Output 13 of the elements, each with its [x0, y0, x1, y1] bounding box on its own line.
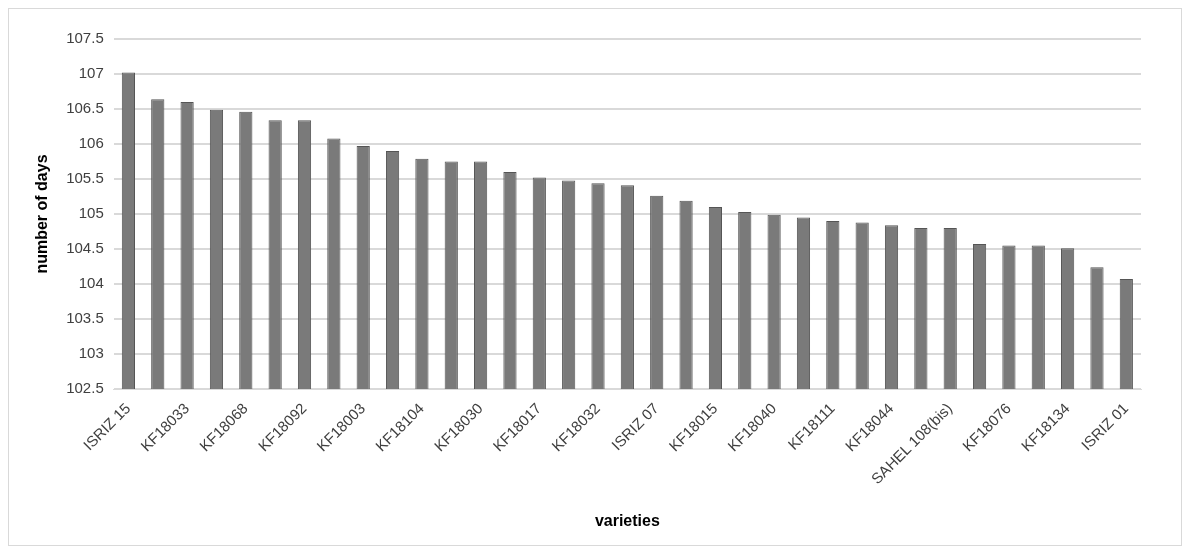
y-tick-label: 103 — [78, 344, 104, 362]
x-axis-title: varieties — [594, 511, 660, 529]
y-tick-label: 104.5 — [66, 239, 104, 257]
y-tick-label: 106.5 — [66, 99, 104, 117]
y-tick-label: 107.5 — [66, 29, 104, 47]
y-axis-title: number of days — [33, 154, 51, 274]
y-tick-label: 103.5 — [66, 309, 104, 327]
y-tick-label: 105.5 — [66, 169, 104, 187]
y-tick-label: 105 — [78, 204, 104, 222]
y-tick-label: 104 — [78, 274, 104, 292]
y-tick-label: 106 — [78, 134, 104, 152]
y-tick-label: 107 — [78, 64, 104, 82]
y-tick-label: 102.5 — [66, 379, 104, 397]
